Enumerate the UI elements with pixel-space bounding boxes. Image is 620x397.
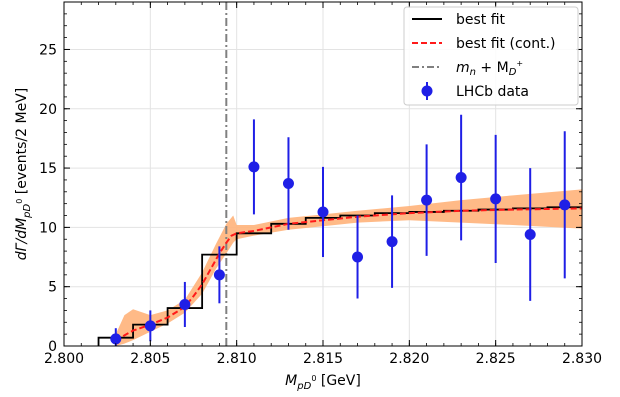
legend-label-lhcb-data: LHCb data bbox=[456, 84, 529, 100]
data-point bbox=[421, 194, 433, 206]
legend-box bbox=[403, 6, 579, 106]
data-point bbox=[248, 161, 260, 173]
data-point bbox=[524, 228, 536, 240]
data-point bbox=[282, 177, 294, 189]
data-point bbox=[317, 206, 329, 218]
x-tick-label: 2.830 bbox=[562, 351, 602, 367]
data-point bbox=[213, 269, 225, 281]
y-axis-title: dΓ/dMpD0 [events/2 MeV] bbox=[14, 88, 33, 260]
x-tick-label: 2.805 bbox=[130, 351, 170, 367]
x-tick-label: 2.815 bbox=[303, 351, 343, 367]
ticks: 2.800 2.805 2.810 2.815 2.820 2.825 2.830 0 5 10 1… bbox=[39, 1, 602, 367]
legend-swatch-lhcb-marker bbox=[421, 85, 433, 97]
data-point bbox=[144, 320, 156, 332]
y-tick-label: 15 bbox=[39, 161, 57, 177]
y-tick-label: 5 bbox=[48, 280, 57, 296]
data-point bbox=[386, 236, 398, 248]
x-tick-label: 2.810 bbox=[217, 351, 257, 367]
legend-label-best-fit: best fit bbox=[456, 12, 506, 28]
data-point bbox=[352, 251, 364, 263]
legend: best fit best fit (cont.) mn + MD+ LHCb … bbox=[403, 6, 579, 106]
y-tick-label: 25 bbox=[39, 42, 57, 58]
legend-item-threshold: mn + MD+ bbox=[412, 59, 523, 78]
data-point bbox=[490, 193, 502, 205]
x-axis-title: MpD0 [GeV] bbox=[285, 373, 361, 392]
fit-uncertainty-band bbox=[115, 189, 582, 346]
data-point bbox=[559, 199, 571, 211]
legend-label-best-fit-cont: best fit (cont.) bbox=[456, 36, 556, 52]
x-tick-label: 2.800 bbox=[44, 351, 84, 367]
data-point bbox=[110, 333, 122, 345]
x-tick-label: 2.825 bbox=[476, 351, 516, 367]
plot-area bbox=[97, 2, 582, 346]
legend-item-lhcb-data: LHCb data bbox=[421, 82, 529, 100]
y-tick-label: 20 bbox=[39, 102, 57, 118]
legend-item-best-fit-cont: best fit (cont.) bbox=[412, 36, 556, 52]
data-point bbox=[179, 298, 191, 310]
y-tick-label: 0 bbox=[48, 339, 57, 355]
data-point bbox=[455, 172, 467, 184]
x-tick-label: 2.820 bbox=[389, 351, 429, 367]
best-fit-cont-line bbox=[115, 207, 582, 343]
y-tick-label: 10 bbox=[39, 220, 57, 236]
legend-item-best-fit: best fit bbox=[412, 12, 506, 28]
legend-label-threshold: mn + MD+ bbox=[456, 59, 523, 78]
